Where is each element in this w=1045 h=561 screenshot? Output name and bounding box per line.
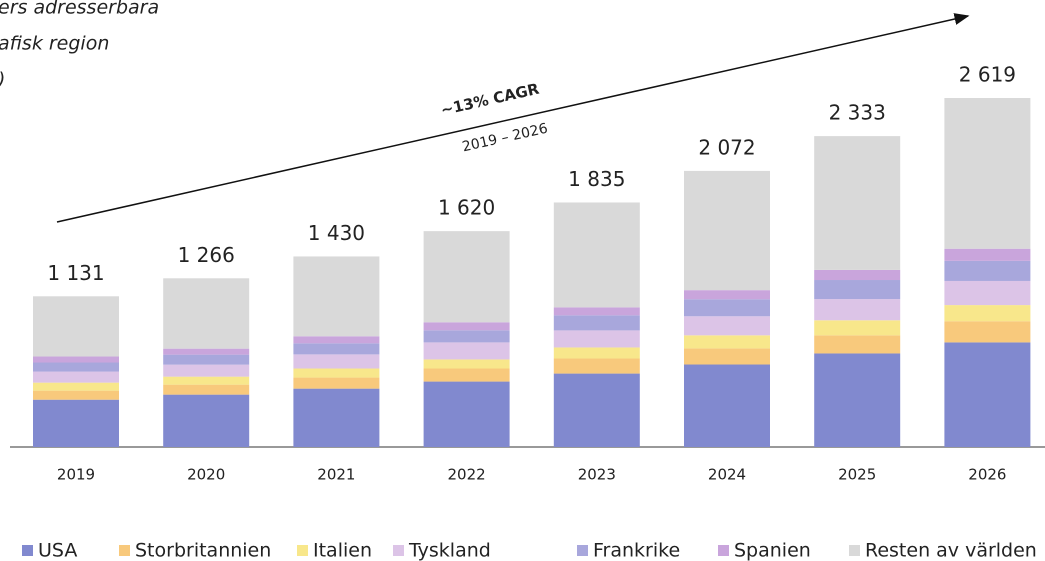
- legend-label: USA: [38, 540, 77, 561]
- bar-segment: [814, 299, 901, 321]
- bar-segment: [423, 342, 510, 360]
- bar-segment: [944, 280, 1031, 306]
- title-line: afisk region: [0, 33, 109, 55]
- bar-segment: [33, 371, 119, 383]
- bar-segment: [33, 382, 119, 391]
- bar-segment: [163, 278, 250, 349]
- bar-segment: [163, 376, 250, 385]
- bar-segment: [423, 368, 510, 382]
- legend-label: Tyskland: [408, 540, 491, 561]
- bar-segment: [814, 320, 901, 336]
- bar-segment: [944, 248, 1031, 261]
- bar-segment: [814, 269, 901, 281]
- legend-swatch: [849, 545, 860, 556]
- bar-segment: [553, 202, 640, 308]
- title-line: ): [0, 69, 5, 91]
- bar-segment: [293, 377, 380, 389]
- x-tick-label: 2021: [317, 466, 355, 484]
- bar-segment: [944, 260, 1031, 281]
- total-label: 1 835: [568, 167, 625, 191]
- total-label: 2 072: [698, 135, 755, 159]
- bar-segment: [163, 394, 250, 447]
- legend-swatch: [393, 545, 404, 556]
- bar-segment: [553, 307, 640, 316]
- bar-segment: [684, 348, 770, 365]
- legend-label: Frankrike: [593, 540, 680, 561]
- legend-label: Spanien: [734, 540, 811, 561]
- x-tick-label: 2023: [578, 466, 616, 484]
- bar-segment: [814, 353, 901, 447]
- bar-segment: [684, 170, 770, 291]
- bar-segment: [33, 399, 119, 447]
- bar-segment: [944, 305, 1031, 322]
- bar-segment: [684, 299, 770, 317]
- total-label: 1 620: [438, 196, 495, 220]
- cagr-label: ~13% CAGR: [439, 80, 541, 120]
- bar-segment: [293, 354, 380, 369]
- bar-segment: [33, 296, 119, 357]
- bar-segment: [944, 98, 1031, 249]
- x-tick-label: 2019: [57, 466, 95, 484]
- legend-swatch: [297, 545, 308, 556]
- bar-segment: [423, 381, 510, 447]
- bar-segment: [944, 321, 1031, 343]
- bar-segment: [553, 315, 640, 331]
- legend-label: Storbritannien: [135, 540, 271, 561]
- legend-label: Resten av världen: [865, 540, 1037, 561]
- bar-segment: [163, 384, 250, 395]
- legend-swatch: [119, 545, 130, 556]
- bar-segment: [553, 347, 640, 359]
- bar-segment: [814, 280, 901, 300]
- total-label: 1 131: [47, 261, 104, 285]
- title-line: ers adresserbara: [0, 0, 159, 19]
- total-label: 2 333: [829, 101, 886, 125]
- x-tick-label: 2025: [838, 466, 876, 484]
- total-label: 2 619: [959, 63, 1016, 87]
- legend-label: Italien: [313, 540, 372, 561]
- x-tick-label: 2026: [968, 466, 1006, 484]
- bar-segment: [944, 342, 1031, 447]
- bar-segment: [553, 358, 640, 374]
- legend-swatch: [22, 545, 33, 556]
- legend-swatch: [718, 545, 729, 556]
- x-tick-label: 2024: [708, 466, 746, 484]
- bar-segment: [553, 330, 640, 348]
- bar-segment: [163, 354, 250, 365]
- total-label: 1 266: [178, 243, 235, 267]
- bar-segment: [553, 373, 640, 447]
- bar-segment: [163, 348, 250, 355]
- bar-segment: [163, 364, 250, 377]
- total-label: 1 430: [308, 221, 365, 245]
- bar-segment: [293, 388, 380, 447]
- x-tick-label: 2020: [187, 466, 225, 484]
- cagr-period: 2019 – 2026: [461, 121, 550, 156]
- bar-segment: [684, 290, 770, 300]
- bar-segment: [423, 359, 510, 369]
- bar-segment: [293, 256, 380, 337]
- bar-segment: [423, 322, 510, 331]
- bar-segment: [684, 316, 770, 336]
- legend-swatch: [577, 545, 588, 556]
- bar-segment: [423, 231, 510, 323]
- bar-segment: [814, 335, 901, 354]
- bar-segment: [293, 336, 380, 344]
- bar-segment: [684, 335, 770, 349]
- bar-segment: [684, 364, 770, 447]
- x-tick-label: 2022: [448, 466, 486, 484]
- cagr-arrow: [56, 13, 970, 223]
- bar-segment: [33, 356, 119, 363]
- bar-segment: [814, 136, 901, 270]
- bar-segment: [293, 368, 380, 378]
- bar-segment: [33, 390, 119, 400]
- bar-segment: [33, 362, 119, 372]
- bar-segment: [293, 343, 380, 355]
- bar-segment: [423, 330, 510, 343]
